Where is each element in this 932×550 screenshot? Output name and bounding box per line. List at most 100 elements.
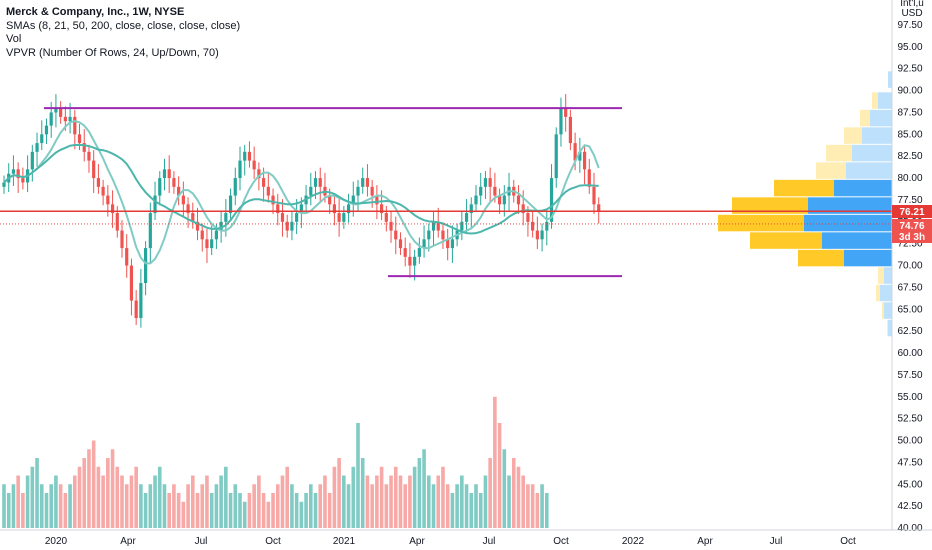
price-label: 45.00 <box>897 479 922 490</box>
volume-bar <box>148 484 153 528</box>
time-label-apr-2021: Apr <box>409 536 425 547</box>
time-label-jul-2022: Jul <box>770 536 783 547</box>
profile-down <box>826 144 852 162</box>
sma-line-8 <box>3 120 600 265</box>
legend-vpvr[interactable]: VPVR (Number Of Rows, 24, Up/Down, 70) <box>6 46 219 59</box>
candle-body <box>49 112 53 126</box>
candle-body <box>262 178 266 187</box>
volume-bar <box>172 484 176 528</box>
chart-legend[interactable]: Merck & Company, Inc., 1W, NYSE SMAs (8,… <box>6 6 240 60</box>
volume-bar <box>309 484 313 528</box>
candle-body <box>181 195 185 205</box>
price-label: 62.50 <box>897 326 922 337</box>
volume-bar <box>63 493 68 528</box>
candle-body <box>115 213 119 231</box>
candle-body <box>417 248 421 257</box>
candle-body <box>40 134 44 144</box>
candle-body <box>422 239 426 249</box>
time-label-apr-2022: Apr <box>697 536 713 547</box>
candle-body <box>63 116 67 122</box>
candle-body <box>110 204 115 214</box>
volume-bar <box>261 493 266 528</box>
price-label: 47.50 <box>897 457 922 468</box>
time-label-jul: Jul <box>195 536 208 547</box>
candle-body <box>403 248 407 257</box>
time-label-oct-2022: Oct <box>840 536 856 547</box>
candle-body <box>380 204 384 214</box>
close-price-text: 74.76 <box>899 221 924 232</box>
volume-bar <box>337 458 341 528</box>
candle-body <box>597 204 601 212</box>
volume-bar <box>356 423 360 528</box>
candle-body <box>2 182 6 187</box>
candle-body <box>266 186 270 196</box>
volume-bar <box>134 466 138 528</box>
profile-down <box>876 284 880 302</box>
countdown-text: 3d 3h <box>899 232 925 243</box>
volume-bar <box>464 484 469 528</box>
candle-body <box>16 169 20 179</box>
volume-bar <box>181 501 186 528</box>
volume-bar <box>58 484 63 528</box>
candle-body <box>540 230 544 240</box>
candle-body <box>545 221 549 231</box>
volume-bar <box>21 493 25 528</box>
legend-title[interactable]: Merck & Company, Inc., 1W, NYSE <box>6 6 185 18</box>
time-label-oct-2021: Oct <box>553 536 569 547</box>
price-label: 40.00 <box>897 523 922 534</box>
profile-down <box>844 127 862 144</box>
legend-sma[interactable]: SMAs (8, 21, 50, 200, close, close, clos… <box>6 19 241 32</box>
volume-bar <box>455 484 459 528</box>
volume-bar <box>516 466 521 528</box>
volume-bar <box>351 466 356 528</box>
volume-bar <box>252 484 256 528</box>
volume-bar <box>389 475 393 528</box>
volume-bar <box>422 449 426 528</box>
candle-body <box>101 186 105 196</box>
candle-body <box>35 143 39 152</box>
profile-down <box>872 92 878 109</box>
volume-bar <box>384 484 389 528</box>
volume-bar <box>294 493 299 528</box>
volume-bar <box>139 484 143 528</box>
volume-bar <box>87 449 91 528</box>
volume-bar <box>49 484 53 528</box>
volume-bar <box>266 501 271 528</box>
volume-bar <box>398 475 403 528</box>
candle-body <box>554 134 558 179</box>
volume-bar <box>393 466 398 528</box>
volume-bar <box>483 475 488 528</box>
profile-up <box>846 162 892 179</box>
volume-bar <box>360 458 365 528</box>
candle-body <box>469 204 473 214</box>
last-price-tag <box>892 205 932 218</box>
candle-body <box>158 178 162 196</box>
candle-body <box>92 160 96 179</box>
legend-vol[interactable]: Vol <box>6 33 22 45</box>
candle-body <box>313 178 318 187</box>
volume-bar <box>143 493 148 528</box>
candle-body <box>280 213 285 222</box>
profile-down <box>774 179 834 197</box>
profile-down <box>816 162 846 179</box>
volume-bar <box>96 466 101 528</box>
price-label: 65.00 <box>897 304 922 315</box>
volume-bar <box>431 484 436 528</box>
volume-bar <box>157 466 162 528</box>
price-label: 90.00 <box>897 86 922 97</box>
candle-body <box>502 195 506 205</box>
trend-lines[interactable] <box>0 107 892 278</box>
volume-bar <box>224 466 228 528</box>
volume-bar <box>313 493 318 528</box>
volume-bar <box>403 484 407 528</box>
candle-body <box>436 221 440 231</box>
time-axis[interactable]: 2020 Apr Jul Oct 2021 Apr Jul Oct 2022 A… <box>45 536 856 547</box>
candle-body <box>361 178 365 187</box>
volume-bar <box>299 501 304 528</box>
profile-down <box>882 302 884 319</box>
volume-bar <box>474 484 478 528</box>
volume-bar <box>511 458 516 528</box>
volume-bar <box>478 493 483 528</box>
volume-bar <box>91 440 96 528</box>
